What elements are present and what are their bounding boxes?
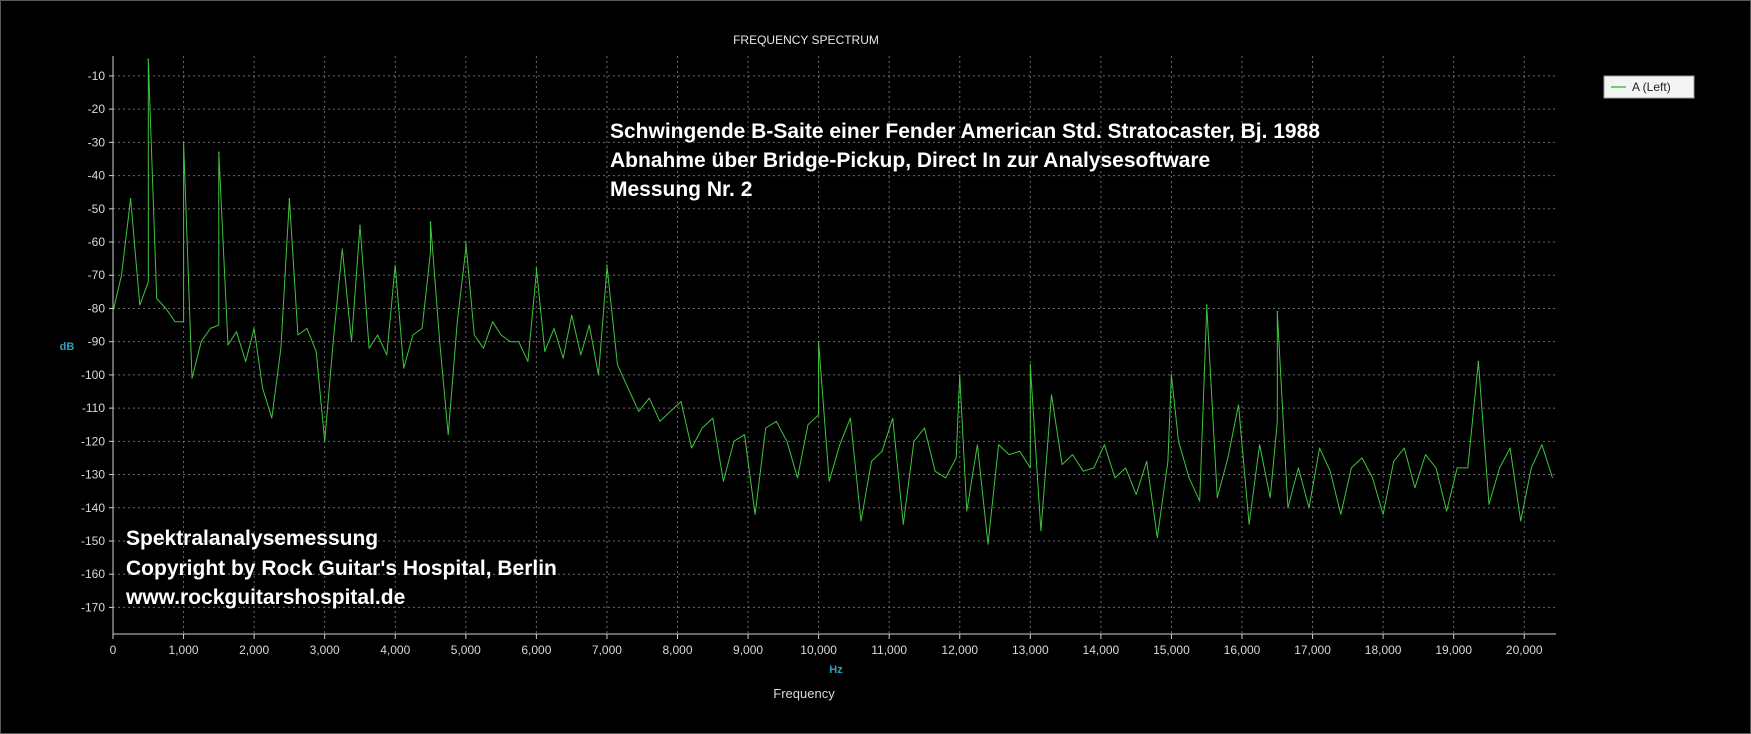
grid (112, 56, 1556, 634)
y-tick-label: -10 (88, 69, 106, 83)
y-tick-label: -120 (81, 434, 105, 448)
peak-point (535, 267, 538, 270)
y-tick-label: -160 (81, 567, 105, 581)
y-tick-label: -20 (88, 102, 106, 116)
y-tick-label: -30 (88, 135, 106, 149)
y-tick-label: -130 (81, 468, 105, 482)
annotation-top-line-3: Messung Nr. 2 (610, 178, 752, 201)
series-layer (112, 58, 1553, 545)
x-tick-label: 15,000 (1153, 643, 1190, 657)
y-tick-label: -70 (88, 268, 106, 282)
y-tick-labels: -10 -20 -30 -40 -50 -60 -70 -80 -90 -100 -110 -120 -… (81, 69, 105, 614)
annotation-top-line-2: Abnahme über Bridge-Pickup, Direct In zu… (610, 149, 1210, 172)
peak-point (147, 58, 150, 61)
y-tick-label: -170 (81, 600, 105, 614)
peak-point (182, 141, 185, 144)
y-tick-label: -50 (88, 202, 106, 216)
y-tick-label: -140 (81, 501, 105, 515)
peak-point (429, 221, 432, 223)
x-tick-label: 1,000 (169, 643, 199, 657)
y-tick-label: -80 (88, 301, 106, 315)
x-tick-label: 8,000 (662, 643, 692, 657)
peak-point (465, 241, 467, 243)
peak-point (1205, 304, 1208, 306)
x-axis-label: Frequency (773, 686, 835, 701)
x-tick-label: 10,000 (800, 643, 837, 657)
x-tick-label: 0 (110, 643, 117, 657)
annotation-bottom-line-1: Spektralanalysemessung (126, 527, 378, 550)
y-tick-label: -90 (88, 335, 106, 349)
chart-title: FREQUENCY SPECTRUM (733, 33, 879, 47)
y-tick-label: -110 (82, 401, 105, 415)
peak-point (359, 224, 361, 227)
peak-point (817, 340, 820, 343)
peak-point (1477, 360, 1480, 363)
legend-box (1603, 75, 1695, 99)
x-tick-label: 12,000 (941, 643, 978, 657)
x-tick-label: 2,000 (239, 643, 269, 657)
y-tick-label: -60 (88, 235, 106, 249)
peak-point (958, 374, 961, 376)
x-tick-label: 6,000 (521, 643, 551, 657)
legend[interactable]: A (Left) (1603, 75, 1695, 99)
x-tick-label: 13,000 (1012, 643, 1049, 657)
peak-point (1029, 364, 1032, 366)
legend-label: A (Left) (1632, 80, 1671, 94)
peak-point (1170, 374, 1173, 376)
x-tick-label: 18,000 (1365, 643, 1402, 657)
x-tick-label: 11,000 (871, 643, 907, 657)
x-axis-unit: Hz (829, 664, 843, 676)
annotation-top-line-1: Schwingende B-Saite einer Fender America… (610, 120, 1320, 143)
x-tick-label: 4,000 (380, 643, 410, 657)
peak-point (606, 264, 608, 267)
x-tick-label: 7,000 (592, 643, 622, 657)
y-axis-unit: dB (60, 341, 75, 353)
annotation-bottom-line-2: Copyright by Rock Guitar's Hospital, Ber… (126, 557, 557, 580)
x-tick-label: 19,000 (1435, 643, 1472, 657)
x-tick-labels: 0 1,000 2,000 3,000 4,000 5,000 6,000 7,000 8,00… (110, 643, 1543, 657)
peak-point (288, 198, 291, 200)
peak-point (218, 151, 220, 154)
x-tick-label: 14,000 (1083, 643, 1120, 657)
peak-point (1276, 310, 1279, 313)
peak-point (129, 198, 132, 200)
y-tick-label: -150 (81, 534, 105, 548)
series-line-a-left (112, 58, 1553, 545)
x-tick-label: 20,000 (1506, 643, 1543, 657)
x-tick-label: 17,000 (1294, 643, 1331, 657)
y-tick-label: -40 (88, 169, 106, 183)
annotation-bottom-line-3: www.rockguitarshospital.de (125, 586, 405, 609)
x-tick-label: 3,000 (310, 643, 340, 657)
x-tick-label: 16,000 (1224, 643, 1261, 657)
axes (109, 56, 1556, 639)
y-tick-label: -100 (81, 368, 105, 382)
x-tick-label: 9,000 (733, 643, 763, 657)
x-tick-label: 5,000 (451, 643, 481, 657)
